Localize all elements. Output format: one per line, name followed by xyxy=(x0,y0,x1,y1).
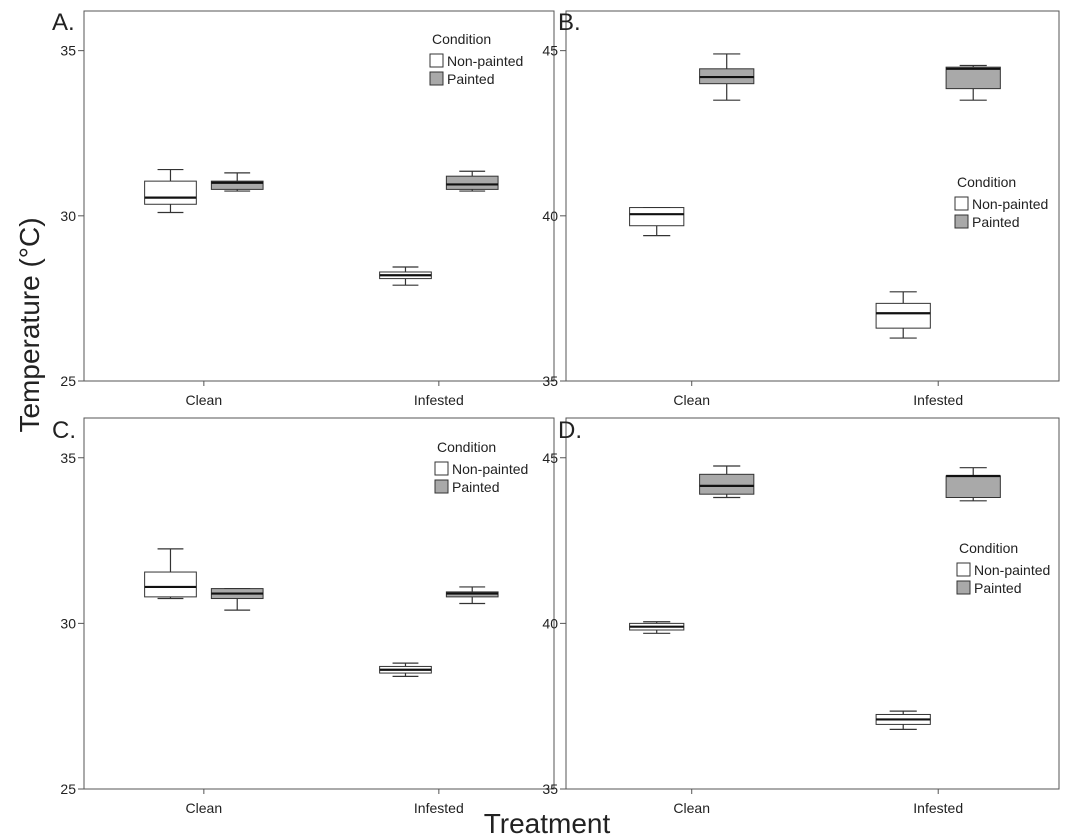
box-painted-infested xyxy=(445,586,499,605)
panel-label: D. xyxy=(558,417,582,444)
shared-x-axis-label: Treatment xyxy=(483,808,611,839)
y-tick-label: 40 xyxy=(542,208,558,224)
legend-title: Condition xyxy=(957,174,1016,190)
iqr-box xyxy=(699,473,755,495)
iqr-box xyxy=(144,571,197,598)
y-tick-label: 40 xyxy=(542,615,558,631)
legend-swatch xyxy=(956,580,971,595)
box-painted-infested xyxy=(445,170,499,192)
plot-frame xyxy=(83,10,555,382)
plot-frame xyxy=(565,417,1060,790)
box-non-painted-infested xyxy=(875,710,931,730)
iqr-box xyxy=(945,66,1001,90)
panel-label: A. xyxy=(52,9,75,36)
legend: Condition Non-painted Painted xyxy=(956,540,1050,596)
x-tick-label: Clean xyxy=(186,392,223,408)
y-tick-label: 30 xyxy=(60,615,76,631)
plot-frame xyxy=(565,10,1060,382)
legend-swatch xyxy=(434,461,449,476)
y-tick-label: 25 xyxy=(60,373,76,389)
iqr-box xyxy=(875,302,931,329)
legend-swatch xyxy=(429,53,444,68)
y-tick-label: 30 xyxy=(60,208,76,224)
panel-label: C. xyxy=(52,417,76,444)
legend-title: Condition xyxy=(959,540,1018,556)
x-tick-label: Clean xyxy=(673,800,710,816)
legend-label: Non-painted xyxy=(974,562,1050,578)
y-tick-label: 45 xyxy=(542,43,558,59)
legend-label: Painted xyxy=(452,479,499,495)
box-non-painted-clean xyxy=(629,621,685,634)
box-non-painted-clean xyxy=(144,548,197,600)
x-tick-label: Infested xyxy=(414,800,464,816)
box-painted-clean xyxy=(699,465,755,499)
y-tick-label: 35 xyxy=(542,781,558,797)
legend-swatch xyxy=(954,214,969,229)
legend: Condition Non-painted Painted xyxy=(429,31,523,87)
chart-panel: D. 35 40 45 Clean Infested Condition Non-painte… xyxy=(542,417,1060,816)
iqr-box xyxy=(445,175,499,190)
chart-panel: C. 25 30 35 Clean Infested Condition Non-painte… xyxy=(52,417,555,816)
y-tick-label: 25 xyxy=(60,781,76,797)
box-non-painted-infested xyxy=(875,291,931,339)
legend-swatch xyxy=(956,562,971,577)
iqr-box xyxy=(629,207,685,227)
legend-label: Painted xyxy=(974,580,1021,596)
iqr-box xyxy=(144,180,197,205)
box-non-painted-clean xyxy=(144,168,197,214)
y-tick-label: 35 xyxy=(60,450,76,466)
chart-panel: B. 35 40 45 Clean Infested Condition Non-painte… xyxy=(542,9,1060,408)
x-tick-label: Clean xyxy=(186,800,223,816)
box-painted-infested xyxy=(945,64,1001,101)
y-tick-label: 35 xyxy=(542,373,558,389)
x-tick-label: Infested xyxy=(913,800,963,816)
legend-swatch xyxy=(434,479,449,494)
iqr-box xyxy=(210,180,264,190)
shared-y-axis-label: Temperature (°C) xyxy=(14,217,45,433)
plot-frame xyxy=(83,417,555,790)
iqr-box xyxy=(945,475,1001,498)
x-tick-label: Infested xyxy=(414,392,464,408)
box-non-painted-infested xyxy=(379,266,432,286)
legend-label: Non-painted xyxy=(972,196,1048,212)
box-non-painted-infested xyxy=(379,662,432,677)
legend-swatch xyxy=(429,71,444,86)
legend-title: Condition xyxy=(437,439,496,455)
y-tick-label: 35 xyxy=(60,43,76,59)
legend: Condition Non-painted Painted xyxy=(434,439,528,495)
chart-panel: A. 25 30 35 Clean Infested Condition Non-painte… xyxy=(52,9,555,408)
box-painted-clean xyxy=(210,587,264,611)
x-tick-label: Clean xyxy=(673,392,710,408)
box-painted-clean xyxy=(699,53,755,101)
legend-swatch xyxy=(954,196,969,211)
panel-label: B. xyxy=(558,9,581,36)
box-painted-clean xyxy=(210,172,264,192)
legend: Condition Non-painted Painted xyxy=(954,174,1048,230)
legend-label: Painted xyxy=(972,214,1019,230)
box-painted-infested xyxy=(945,467,1001,502)
legend-label: Non-painted xyxy=(452,461,528,477)
box-non-painted-clean xyxy=(629,206,685,237)
x-tick-label: Infested xyxy=(913,392,963,408)
y-tick-label: 45 xyxy=(542,450,558,466)
legend-label: Painted xyxy=(447,71,494,87)
legend-title: Condition xyxy=(432,31,491,47)
legend-label: Non-painted xyxy=(447,53,523,69)
